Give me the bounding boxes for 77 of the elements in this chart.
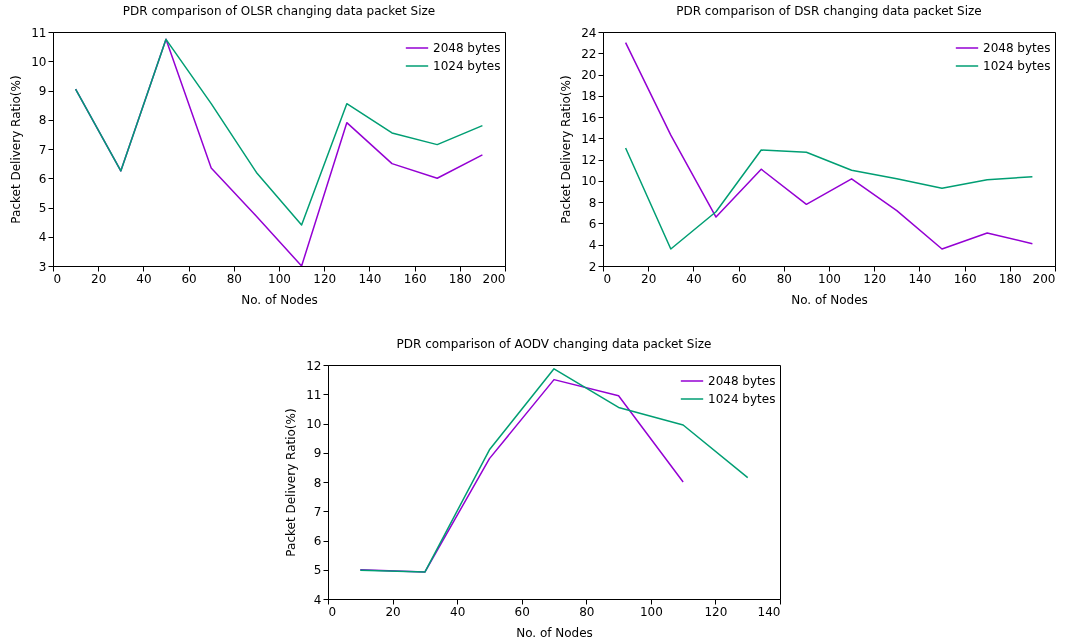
x-tick-label: 20 — [641, 271, 657, 286]
x-tick-label: 40 — [136, 271, 152, 286]
y-tick-label: 22 — [581, 46, 597, 61]
x-tick-label: 120 — [704, 604, 728, 619]
x-tick-label: 40 — [686, 271, 702, 286]
y-tick-label: 10 — [306, 417, 322, 431]
y-tick-label: 18 — [581, 89, 597, 104]
x-tick-label: 100 — [818, 271, 841, 286]
x-tick-label: 80 — [579, 604, 595, 619]
x-tick-label: 120 — [863, 271, 887, 286]
y-tick-label: 4 — [588, 238, 597, 253]
y-tick-label: 7 — [313, 504, 322, 519]
y-tick-label: 12 — [581, 153, 597, 168]
x-tick-label: 0 — [53, 271, 62, 286]
y-tick-label: 9 — [313, 446, 322, 461]
y-tick-label: 6 — [38, 171, 47, 186]
y-tick-label: 24 — [581, 25, 597, 40]
y-tick-label: 11 — [306, 387, 322, 402]
y-tick-label: 8 — [588, 195, 597, 210]
x-tick-label: 100 — [268, 271, 291, 286]
y-tick-label: 7 — [38, 142, 47, 157]
y-tick-label: 3 — [38, 259, 47, 274]
x-tick-label: 180 — [998, 271, 1022, 286]
x-tick-label: 200 — [1032, 271, 1056, 286]
legend-label: 2048 bytes — [433, 41, 501, 55]
y-tick-label: 5 — [313, 563, 322, 578]
y-tick-label: 10 — [31, 54, 47, 69]
y-tick-label: 4 — [38, 230, 47, 245]
x-tick-label: 60 — [181, 271, 197, 286]
y-tick-label: 20 — [581, 68, 597, 83]
x-tick-label: 60 — [731, 271, 747, 286]
legend-label: 1024 bytes — [433, 59, 501, 73]
y-axis-title: Packet Delivery Ratio(%) — [284, 408, 299, 557]
y-tick-label: 16 — [581, 110, 597, 125]
y-tick-label: 11 — [31, 25, 47, 40]
x-tick-label: 100 — [639, 604, 663, 619]
chart-title: PDR comparison of AODV changing data packet Size — [396, 337, 712, 351]
legend-label: 1024 bytes — [708, 392, 776, 406]
x-tick-label: 140 — [908, 271, 932, 286]
x-tick-label: 140 — [358, 271, 382, 286]
line-series — [359, 378, 684, 573]
y-tick-label: 2 — [588, 259, 597, 274]
y-tick-label: 6 — [313, 534, 322, 548]
x-tick-label: 0 — [328, 604, 337, 619]
x-tick-label: 140 — [757, 604, 781, 619]
x-tick-label: 160 — [953, 271, 977, 286]
x-tick-label: 60 — [514, 604, 530, 619]
x-tick-label: 200 — [482, 271, 506, 286]
x-tick-label: 120 — [313, 271, 337, 286]
y-tick-label: 8 — [38, 113, 47, 128]
legend-label: 2048 bytes — [708, 374, 776, 388]
x-axis-title: No. of Nodes — [241, 292, 318, 307]
x-axis-title: No. of Nodes — [791, 292, 868, 307]
legend-label: 1024 bytes — [983, 59, 1051, 73]
y-axis-title: Packet Delivery Ratio(%) — [9, 75, 24, 224]
x-axis-title: No. of Nodes — [516, 625, 593, 640]
x-tick-label: 80 — [776, 271, 792, 286]
y-tick-label: 6 — [588, 216, 597, 231]
x-tick-label: 0 — [603, 271, 612, 286]
y-tick-label: 10 — [581, 174, 597, 189]
y-axis-title: Packet Delivery Ratio(%) — [559, 75, 574, 224]
x-tick-label: 80 — [226, 271, 242, 286]
x-tick-label: 180 — [448, 271, 472, 286]
y-tick-label: 4 — [313, 592, 322, 607]
y-tick-label: 8 — [313, 475, 322, 490]
line-series — [624, 147, 1034, 250]
x-tick-label: 20 — [385, 604, 401, 619]
y-tick-label: 14 — [581, 131, 597, 146]
x-tick-label: 160 — [403, 271, 427, 286]
x-tick-label: 40 — [450, 604, 466, 619]
y-tick-label: 5 — [38, 201, 47, 215]
chart-title: PDR comparison of DSR changing data packet Size — [676, 4, 982, 18]
x-tick-label: 20 — [91, 271, 107, 286]
y-tick-label: 12 — [306, 358, 322, 373]
chart-title: PDR comparison of OLSR changing data packet Size — [122, 4, 436, 18]
legend-label: 2048 bytes — [983, 41, 1051, 55]
y-tick-label: 9 — [38, 84, 47, 98]
